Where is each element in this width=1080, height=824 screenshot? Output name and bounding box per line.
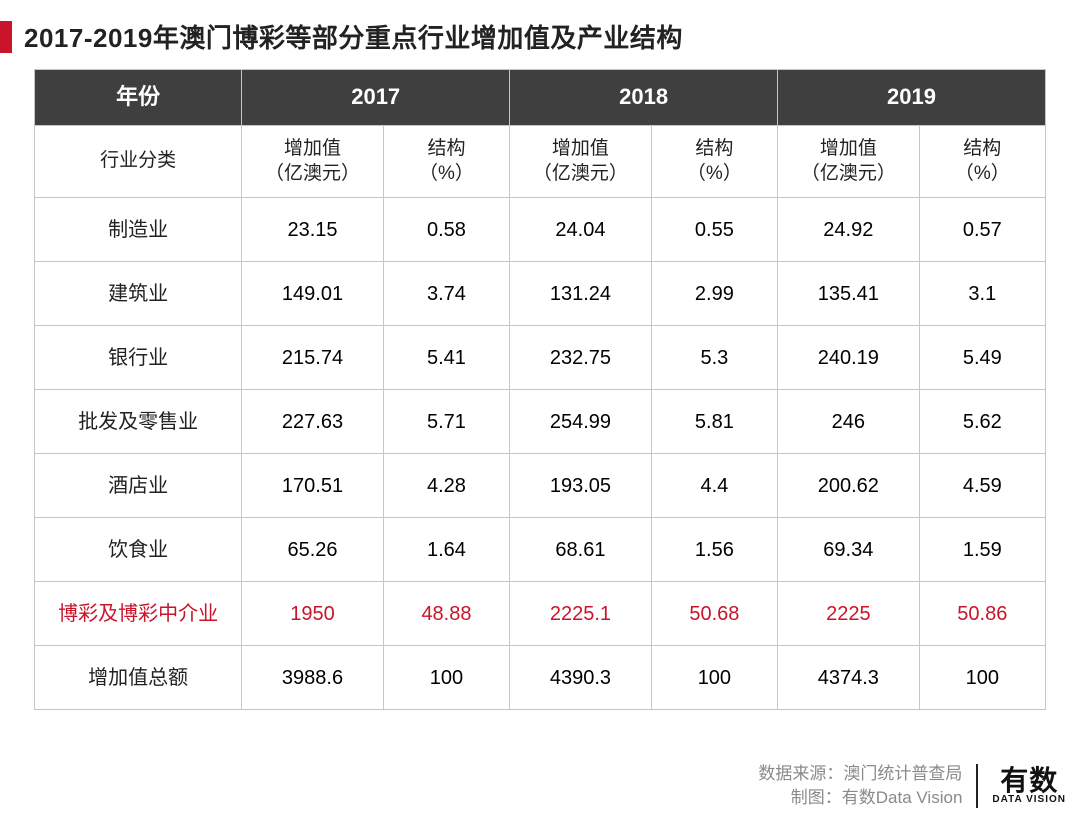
- header-category-label: 行业分类: [35, 126, 242, 198]
- header-pct-2018: 结构（%）: [651, 126, 777, 198]
- cell-value: 3988.6: [242, 646, 384, 710]
- footer-source: 数据来源：澳门统计普查局: [758, 762, 962, 786]
- table-row: 批发及零售业227.635.71254.995.812465.62: [35, 390, 1046, 454]
- industry-table: 年份 2017 2018 2019 行业分类 增加值（亿澳元） 结构（%） 增加…: [34, 69, 1046, 710]
- header-pct-2017: 结构（%）: [383, 126, 509, 198]
- cell-value: 1.59: [919, 518, 1045, 582]
- cell-value: 0.58: [383, 198, 509, 262]
- cell-value: 4374.3: [778, 646, 920, 710]
- cell-value: 193.05: [510, 454, 652, 518]
- header-value-2017: 增加值（亿澳元）: [242, 126, 384, 198]
- cell-value: 5.3: [651, 326, 777, 390]
- cell-value: 100: [919, 646, 1045, 710]
- table-row: 制造业23.150.5824.040.5524.920.57: [35, 198, 1046, 262]
- row-category: 银行业: [35, 326, 242, 390]
- cell-value: 50.68: [651, 582, 777, 646]
- cell-value: 0.57: [919, 198, 1045, 262]
- table-row: 银行业215.745.41232.755.3240.195.49: [35, 326, 1046, 390]
- cell-value: 240.19: [778, 326, 920, 390]
- page-title: 2017-2019年澳门博彩等部分重点行业增加值及产业结构: [24, 18, 683, 55]
- table-header-years: 年份 2017 2018 2019: [35, 70, 1046, 126]
- cell-value: 4.28: [383, 454, 509, 518]
- row-category: 建筑业: [35, 262, 242, 326]
- table-row: 酒店业170.514.28193.054.4200.624.59: [35, 454, 1046, 518]
- cell-value: 227.63: [242, 390, 384, 454]
- cell-value: 4390.3: [510, 646, 652, 710]
- table-row: 饮食业65.261.6468.611.5669.341.59: [35, 518, 1046, 582]
- cell-value: 5.81: [651, 390, 777, 454]
- table-container: 年份 2017 2018 2019 行业分类 增加值（亿澳元） 结构（%） 增加…: [0, 69, 1080, 710]
- cell-value: 1.64: [383, 518, 509, 582]
- cell-value: 246: [778, 390, 920, 454]
- row-category: 增加值总额: [35, 646, 242, 710]
- cell-value: 100: [651, 646, 777, 710]
- cell-value: 254.99: [510, 390, 652, 454]
- header-value-2018: 增加值（亿澳元）: [510, 126, 652, 198]
- footer-credit: 制图：有数Data Vision: [758, 786, 962, 810]
- header-year-label: 年份: [35, 70, 242, 126]
- header-pct-2019: 结构（%）: [919, 126, 1045, 198]
- cell-value: 5.41: [383, 326, 509, 390]
- cell-value: 3.74: [383, 262, 509, 326]
- logo-sub: DATA VISION: [992, 795, 1066, 805]
- row-category: 制造业: [35, 198, 242, 262]
- cell-value: 5.71: [383, 390, 509, 454]
- title-bar: 2017-2019年澳门博彩等部分重点行业增加值及产业结构: [0, 0, 1080, 69]
- brand-logo: 有数 DATA VISION: [992, 767, 1066, 805]
- cell-value: 2.99: [651, 262, 777, 326]
- cell-value: 232.75: [510, 326, 652, 390]
- cell-value: 48.88: [383, 582, 509, 646]
- cell-value: 135.41: [778, 262, 920, 326]
- header-year-2017: 2017: [242, 70, 510, 126]
- cell-value: 170.51: [242, 454, 384, 518]
- footer-text: 数据来源：澳门统计普查局 制图：有数Data Vision: [758, 762, 962, 810]
- cell-value: 3.1: [919, 262, 1045, 326]
- table-row: 博彩及博彩中介业195048.882225.150.68222550.86: [35, 582, 1046, 646]
- cell-value: 5.62: [919, 390, 1045, 454]
- cell-value: 2225: [778, 582, 920, 646]
- logo-main: 有数: [1000, 767, 1058, 795]
- cell-value: 4.59: [919, 454, 1045, 518]
- footer: 数据来源：澳门统计普查局 制图：有数Data Vision 有数 DATA VI…: [758, 762, 1066, 810]
- table-header-sub: 行业分类 增加值（亿澳元） 结构（%） 增加值（亿澳元） 结构（%） 增加值（亿…: [35, 126, 1046, 198]
- row-category: 饮食业: [35, 518, 242, 582]
- cell-value: 100: [383, 646, 509, 710]
- cell-value: 69.34: [778, 518, 920, 582]
- cell-value: 2225.1: [510, 582, 652, 646]
- header-value-2019: 增加值（亿澳元）: [778, 126, 920, 198]
- cell-value: 24.92: [778, 198, 920, 262]
- divider-icon: [976, 764, 978, 808]
- accent-bar-icon: [0, 21, 12, 53]
- table-row: 增加值总额3988.61004390.31004374.3100: [35, 646, 1046, 710]
- header-year-2019: 2019: [778, 70, 1046, 126]
- cell-value: 50.86: [919, 582, 1045, 646]
- cell-value: 5.49: [919, 326, 1045, 390]
- cell-value: 24.04: [510, 198, 652, 262]
- cell-value: 1950: [242, 582, 384, 646]
- cell-value: 23.15: [242, 198, 384, 262]
- cell-value: 4.4: [651, 454, 777, 518]
- cell-value: 215.74: [242, 326, 384, 390]
- cell-value: 68.61: [510, 518, 652, 582]
- cell-value: 0.55: [651, 198, 777, 262]
- cell-value: 1.56: [651, 518, 777, 582]
- row-category: 批发及零售业: [35, 390, 242, 454]
- cell-value: 65.26: [242, 518, 384, 582]
- header-year-2018: 2018: [510, 70, 778, 126]
- cell-value: 200.62: [778, 454, 920, 518]
- cell-value: 131.24: [510, 262, 652, 326]
- cell-value: 149.01: [242, 262, 384, 326]
- row-category: 酒店业: [35, 454, 242, 518]
- table-row: 建筑业149.013.74131.242.99135.413.1: [35, 262, 1046, 326]
- row-category: 博彩及博彩中介业: [35, 582, 242, 646]
